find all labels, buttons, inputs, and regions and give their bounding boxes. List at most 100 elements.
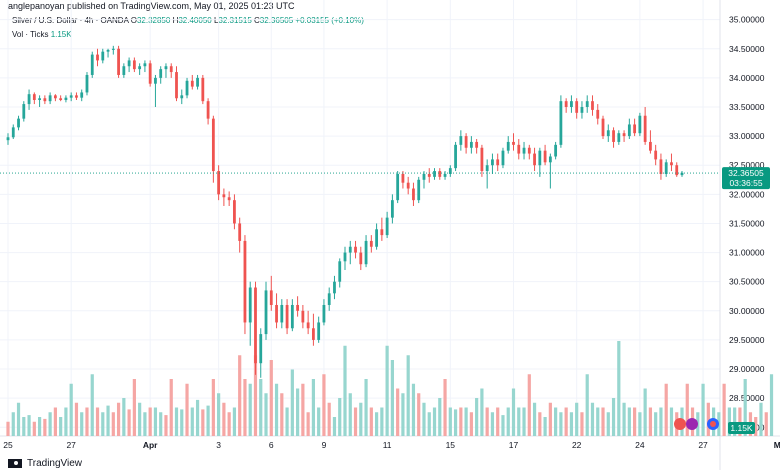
- volume-bar: [343, 345, 347, 436]
- candle-body: [427, 173, 431, 177]
- candle-body: [406, 182, 410, 189]
- volume-bar: [390, 360, 394, 436]
- volume-bar: [317, 407, 321, 436]
- volume-bar: [469, 412, 473, 436]
- volume-bar: [53, 407, 57, 436]
- volume-bar: [638, 412, 642, 436]
- candle-body: [127, 60, 131, 67]
- candle-body: [501, 150, 505, 166]
- volume-bar: [348, 393, 352, 436]
- volume-bar: [148, 407, 152, 436]
- candle-body: [670, 162, 673, 166]
- volume-bar: [264, 393, 268, 436]
- candle-body: [206, 101, 210, 119]
- high-label: H: [172, 16, 179, 25]
- candle-body: [643, 115, 647, 142]
- candle-body: [396, 173, 400, 201]
- volume-bar: [427, 412, 431, 436]
- volume-bar: [227, 412, 231, 436]
- candle-body: [233, 200, 236, 224]
- volume-bar: [338, 398, 342, 436]
- volume-bar: [664, 383, 668, 436]
- candle-body: [306, 322, 310, 329]
- volume-bar: [527, 374, 531, 436]
- volume-bar: [659, 407, 663, 436]
- volume-bar: [380, 407, 384, 436]
- volume-bar: [601, 407, 605, 436]
- open-value: 32.32850: [136, 16, 171, 25]
- candle-body: [48, 95, 52, 102]
- volume-bar: [253, 355, 258, 436]
- y-tick-label: 32.50000: [729, 160, 765, 170]
- volume-bar: [332, 417, 337, 436]
- x-tick-label: 27: [698, 440, 708, 450]
- volume-bar: [396, 388, 400, 436]
- volume-bar: [654, 412, 658, 436]
- candle-body: [222, 194, 226, 198]
- volume-bar: [475, 398, 479, 436]
- volume-bar: [106, 405, 110, 436]
- y-tick-label: 31.00000: [729, 248, 765, 258]
- volume-tag: [728, 422, 755, 434]
- candle-body: [175, 72, 178, 99]
- candle-body: [469, 141, 473, 148]
- candle-body: [122, 66, 126, 75]
- candle-body: [269, 290, 273, 305]
- volume-bar: [701, 383, 705, 436]
- volume-bar: [511, 388, 516, 436]
- candle-body: [17, 118, 20, 128]
- volume-bar: [727, 407, 731, 436]
- volume-bar: [185, 383, 189, 436]
- candle-body: [280, 304, 284, 323]
- candle-body: [564, 101, 568, 107]
- candle-body: [238, 223, 242, 241]
- volume-bar: [243, 379, 247, 436]
- change-value: +0.03155 (+0.10%): [295, 16, 364, 25]
- volume-bar: [401, 393, 405, 436]
- volume-bar: [159, 412, 163, 436]
- volume-bar: [733, 407, 737, 436]
- volume-bar: [95, 407, 100, 436]
- volume-label[interactable]: Vol · Ticks: [12, 30, 49, 39]
- symbol-name[interactable]: Silver / U.S. Dollar · 4h · OANDA: [12, 16, 129, 25]
- candle-body: [464, 136, 468, 148]
- candle-body: [22, 104, 26, 119]
- volume-bar: [127, 409, 131, 436]
- candle-body: [59, 98, 63, 101]
- volume-bar: [643, 388, 647, 436]
- candle-body: [649, 141, 652, 151]
- volume-bar: [138, 402, 142, 436]
- candle-body: [633, 124, 637, 134]
- candle-body: [32, 94, 36, 101]
- x-tick-label: Apr: [143, 440, 158, 450]
- candle-body: [312, 328, 315, 340]
- volume-bar: [759, 402, 763, 436]
- candle-body: [422, 173, 426, 180]
- volume-bar: [116, 402, 121, 436]
- candle-body: [275, 304, 278, 323]
- volume-bar: [554, 407, 558, 436]
- volume-bar: [6, 421, 10, 436]
- candle-body: [138, 66, 142, 70]
- candle-body: [190, 80, 194, 87]
- candle-body: [38, 98, 41, 101]
- volume-bar: [385, 345, 389, 436]
- y-tick-label: 33.00000: [729, 131, 765, 141]
- tradingview-logo[interactable]: TradingView: [8, 458, 82, 469]
- candle-body: [211, 118, 215, 172]
- volume-bar: [411, 383, 416, 436]
- x-tick-label: 9: [322, 440, 327, 450]
- volume-bar: [769, 374, 774, 436]
- candle-body: [585, 101, 589, 107]
- candle-body: [659, 159, 663, 174]
- volume-bar: [480, 388, 484, 436]
- low-value: 32.31515: [218, 16, 252, 25]
- volume-bar: [59, 417, 63, 436]
- volume-bar: [90, 374, 94, 436]
- volume-bar: [11, 412, 15, 436]
- volume-bar: [364, 379, 368, 436]
- volume-bar: [517, 407, 521, 436]
- candle-body: [654, 150, 658, 160]
- x-tick-label: May: [774, 440, 780, 450]
